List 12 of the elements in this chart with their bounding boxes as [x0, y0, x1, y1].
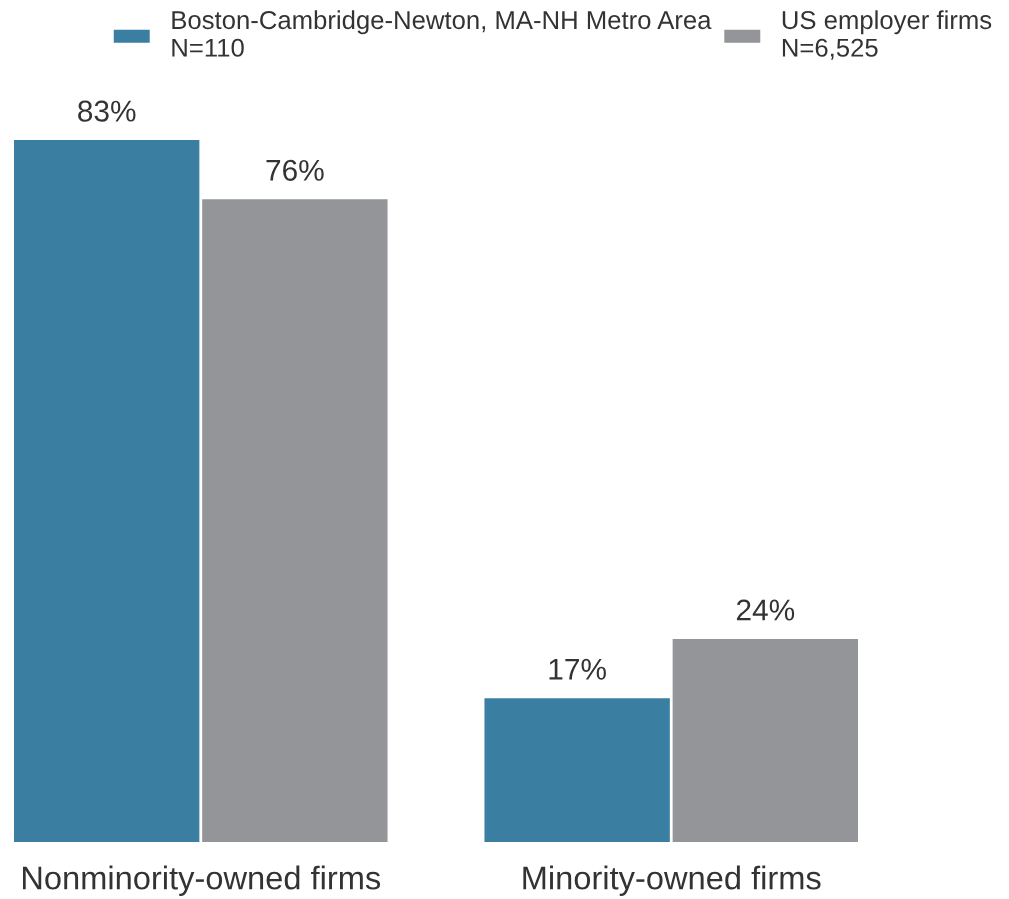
bar	[14, 140, 200, 842]
data-label: 17%	[549, 658, 606, 680]
data-label: 83%	[78, 100, 136, 122]
bar	[672, 639, 858, 842]
bar	[202, 199, 388, 842]
legend-label: US employer firms N=6,525	[782, 10, 992, 60]
x-tick-label: Minority-owned firms	[523, 865, 821, 897]
bar	[484, 698, 670, 842]
legend-label: Boston-Cambridge-Newton, MA-NH Metro Area N=110	[172, 10, 712, 57]
x-tick-label: Nonminority-owned firms	[22, 865, 381, 897]
data-label: 24%	[736, 599, 795, 621]
data-label: 76%	[266, 159, 324, 181]
